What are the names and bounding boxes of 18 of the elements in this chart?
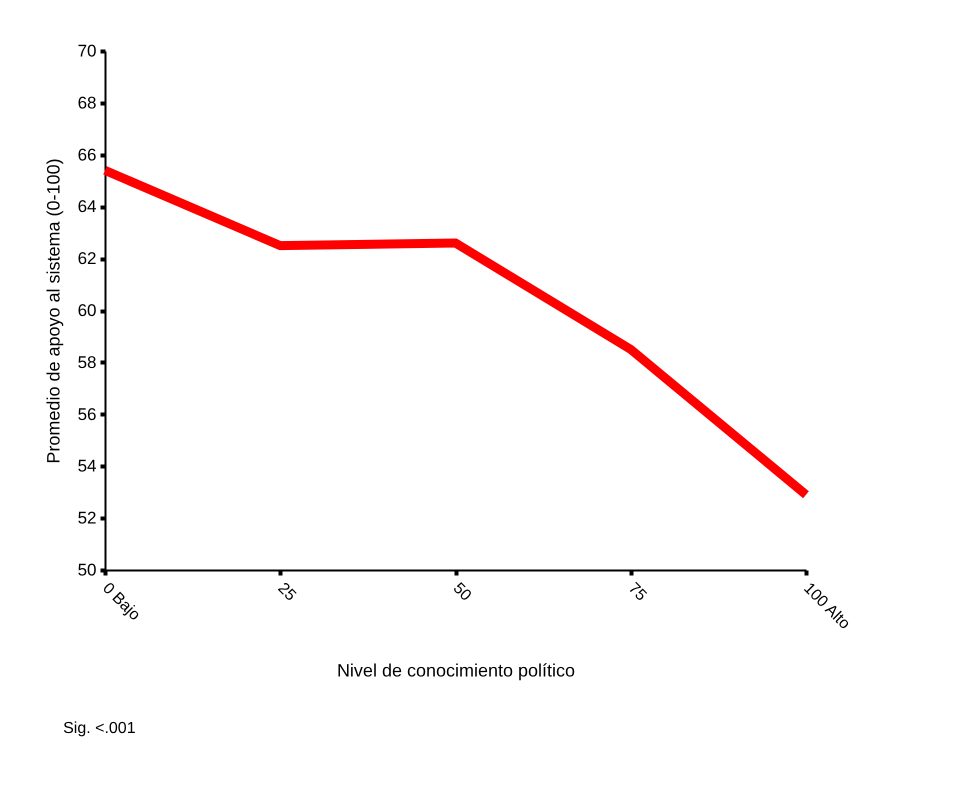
text: Sig. <.001	[63, 720, 136, 738]
x-tick-label: 25	[274, 580, 300, 605]
x-tick-label: 100 Alto	[800, 580, 854, 633]
x-axis-title: Nivel de conocimiento político	[336, 660, 576, 681]
y-tick-label: 52	[78, 508, 96, 528]
y-tick-label: 54	[78, 456, 96, 476]
y-tick-label: 62	[78, 249, 96, 268]
y-axis-title: Promedio de apoyo al sistema (0-100)	[44, 158, 64, 464]
y-tick-label: 58	[78, 352, 96, 372]
x-tick-label: 75	[624, 580, 650, 605]
y-tick-label: 60	[78, 301, 96, 320]
y-tick-label: 70	[78, 42, 96, 60]
y-tick-label: 56	[78, 404, 96, 424]
x-tick-label: 50	[450, 580, 474, 605]
y-tick-label: 64	[78, 197, 96, 216]
y-tick-label: 50	[78, 560, 96, 580]
y-tick-label: 68	[78, 93, 96, 112]
y-tick-label: 66	[78, 145, 96, 164]
